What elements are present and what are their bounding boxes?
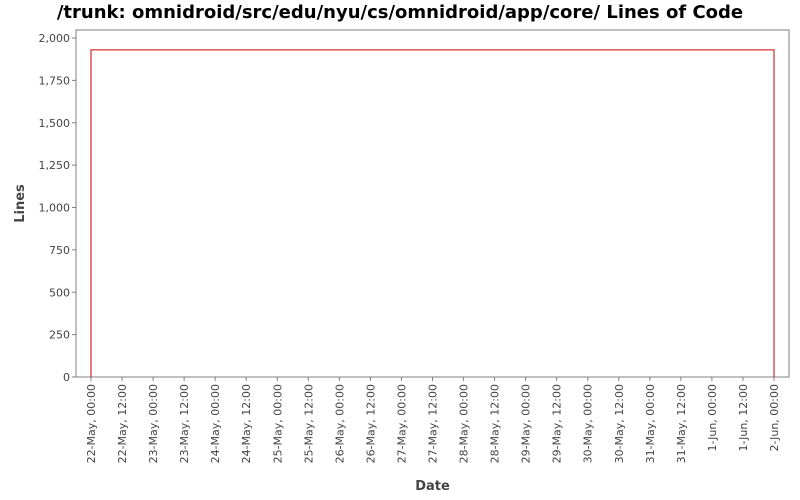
x-tick-label: 22-May, 12:00: [116, 384, 129, 463]
y-axis-label: Lines: [13, 184, 28, 223]
x-tick-label: 30-May, 00:00: [582, 384, 595, 463]
x-tick-label: 1-Jun, 00:00: [706, 384, 719, 451]
x-tick-label: 29-May, 12:00: [551, 384, 564, 463]
y-tick-label: 750: [49, 244, 70, 257]
x-tick-label: 26-May, 12:00: [364, 384, 377, 463]
y-tick-label: 1,750: [39, 74, 71, 87]
chart-title: /trunk: omnidroid/src/edu/nyu/cs/omnidro…: [56, 2, 744, 23]
y-tick-label: 250: [49, 329, 70, 342]
x-tick-label: 29-May, 00:00: [520, 384, 533, 463]
y-tick-label: 1,500: [39, 117, 71, 130]
x-tick-label: 2-Jun, 00:00: [768, 384, 781, 451]
series-line: [90, 49, 775, 377]
x-tick-label: 27-May, 12:00: [427, 384, 440, 463]
y-tick-label: 1,250: [39, 159, 71, 172]
x-tick-label: 30-May, 12:00: [613, 384, 626, 463]
x-tick-label: 31-May, 12:00: [675, 384, 688, 463]
x-axis-label: Date: [415, 479, 450, 494]
y-tick-label: 0: [63, 371, 70, 384]
x-tick-label: 28-May, 00:00: [458, 384, 471, 463]
x-tick-label: 26-May, 00:00: [333, 384, 346, 463]
x-tick-label: 23-May, 00:00: [147, 384, 160, 463]
y-tick-label: 500: [49, 286, 70, 299]
x-tick-label: 22-May, 00:00: [85, 384, 98, 463]
x-tick-label: 23-May, 12:00: [178, 384, 191, 463]
x-tick-label: 24-May, 00:00: [209, 384, 222, 463]
x-tick-label: 27-May, 00:00: [395, 384, 408, 463]
x-tick-label: 1-Jun, 12:00: [737, 384, 750, 451]
y-tick-label: 1,000: [39, 202, 71, 215]
x-tick-label: 25-May, 12:00: [302, 384, 315, 463]
x-tick-label: 31-May, 00:00: [644, 384, 657, 463]
x-tick-label: 28-May, 12:00: [489, 384, 502, 463]
plot-frame: [75, 29, 790, 378]
x-tick-label: 24-May, 12:00: [240, 384, 253, 463]
x-tick-label: 25-May, 00:00: [271, 384, 284, 463]
y-tick-label: 2,000: [39, 32, 71, 45]
